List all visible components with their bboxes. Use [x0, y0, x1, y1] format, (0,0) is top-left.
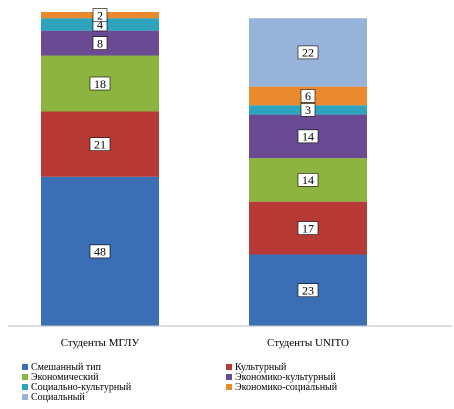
category-labels-group: Студенты МГЛУ Студенты UNITO	[61, 337, 349, 349]
data-label-box	[92, 36, 108, 50]
data-label-box	[92, 8, 108, 22]
data-label: 21	[94, 137, 106, 151]
data-label: 8	[97, 36, 103, 50]
legend-label: Смешанный тип	[31, 362, 102, 373]
legend-label: Социальный	[31, 392, 86, 403]
data-label: 23	[302, 284, 314, 298]
data-label: 22	[302, 46, 314, 60]
legend-swatch	[22, 384, 28, 390]
data-label: 48	[94, 245, 106, 259]
data-label: 18	[94, 77, 106, 91]
legend: Смешанный тип Культурный Экономический Экон…	[22, 362, 338, 403]
legend-label: Экономико-социальный	[235, 382, 338, 393]
legend-label: Культурный	[235, 362, 287, 373]
data-label: 6	[305, 89, 311, 103]
data-label-box	[297, 283, 319, 298]
data-label-box	[297, 173, 319, 187]
legend-swatch	[226, 364, 232, 370]
legend-swatch	[226, 374, 232, 380]
data-label: 2	[97, 8, 103, 22]
data-label: 17	[302, 221, 314, 235]
legend-label: Экономико-культурный	[235, 372, 336, 383]
x-tick-label: Студенты UNITO	[267, 337, 349, 349]
legend-swatch	[22, 394, 28, 400]
data-label-box	[89, 244, 111, 259]
legend-swatch	[22, 374, 28, 380]
legend-label: Социально-культурный	[31, 382, 132, 393]
data-label: 4	[97, 18, 103, 32]
data-label-box	[297, 129, 319, 144]
data-label-box	[297, 45, 319, 60]
segment-labels-group: 48 21 18 8 42 23 17 14 14 36 22	[89, 8, 319, 298]
data-label-box	[297, 221, 319, 235]
data-label-box	[89, 76, 111, 91]
data-label: 14	[302, 173, 314, 187]
legend-swatch	[226, 384, 232, 390]
data-label: 14	[302, 130, 314, 144]
legend-swatch	[22, 364, 28, 370]
legend-label: Экономический	[31, 372, 99, 383]
data-label-box	[89, 137, 111, 151]
data-label-box	[300, 89, 316, 103]
data-label: 3	[305, 103, 311, 117]
x-tick-label: Студенты МГЛУ	[61, 337, 140, 349]
data-label-box	[300, 103, 316, 117]
